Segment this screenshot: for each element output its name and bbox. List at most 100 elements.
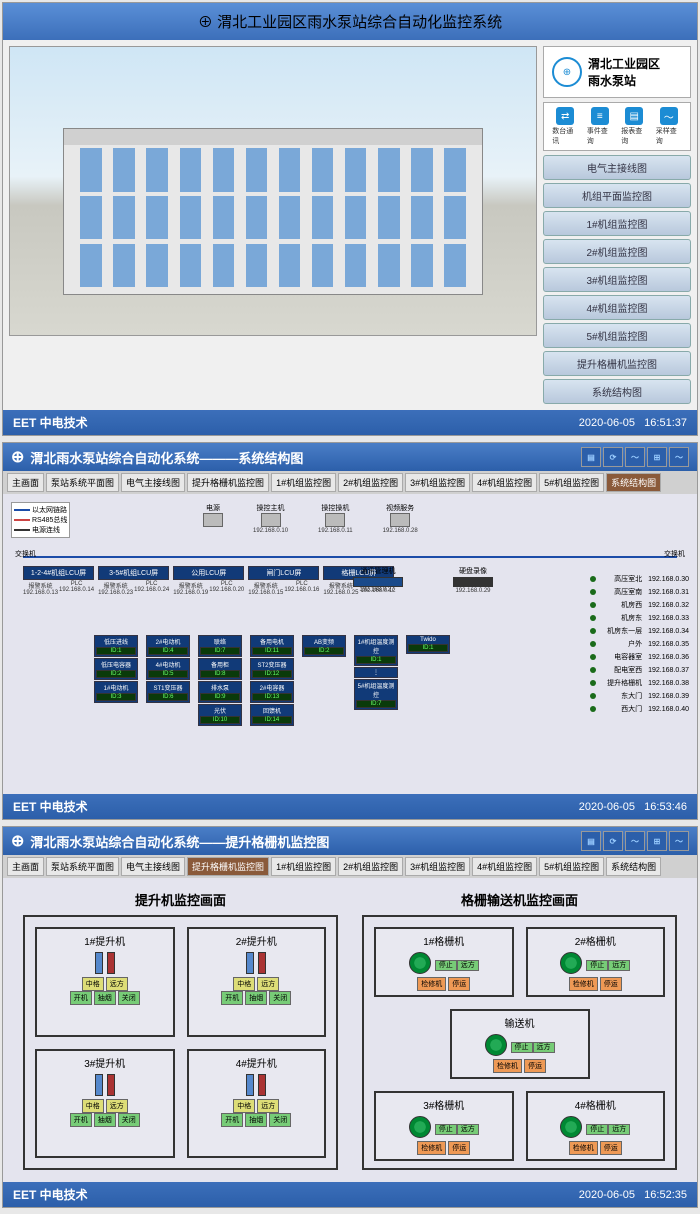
ctrl-button[interactable]: 关闭 xyxy=(118,1113,140,1127)
indicator-icon xyxy=(258,952,266,974)
ctrl-button[interactable]: 停止 xyxy=(511,1042,533,1053)
brand-text: EET 中电技术 xyxy=(13,1186,88,1203)
station-box: ⊕ 渭北工业园区 雨水泵站 xyxy=(543,46,691,98)
ctrl-button[interactable]: 抽烟 xyxy=(94,991,116,1005)
tab[interactable]: 5#机组监控图 xyxy=(539,473,604,492)
ctrl-button[interactable]: 检修机 xyxy=(569,1141,598,1155)
tab[interactable]: 3#机组监控图 xyxy=(405,473,470,492)
ctrl-button[interactable]: 停止 xyxy=(435,1124,457,1135)
ctrl-button[interactable]: 开机 xyxy=(70,1113,92,1127)
menu-button[interactable]: 机组平面监控图 xyxy=(543,183,691,208)
tab[interactable]: 2#机组监控图 xyxy=(338,857,403,876)
ctrl-button[interactable]: 停运 xyxy=(600,977,622,991)
tab[interactable]: 主画面 xyxy=(7,473,44,492)
tab[interactable]: 主画面 xyxy=(7,857,44,876)
ticon-4[interactable]: ⊞ xyxy=(647,831,667,851)
tab[interactable]: 电气主接线图 xyxy=(121,473,185,492)
sub-node: 1#电动机ID:3 xyxy=(94,681,138,703)
ctrl-button[interactable]: 检修机 xyxy=(417,1141,446,1155)
ctrl-button[interactable]: 开机 xyxy=(221,1113,243,1127)
legend-item: 以太网链路 xyxy=(14,505,67,515)
menu-button[interactable]: 4#机组监控图 xyxy=(543,295,691,320)
tab[interactable]: 1#机组监控图 xyxy=(271,473,336,492)
tab[interactable]: 4#机组监控图 xyxy=(472,857,537,876)
ctrl-button[interactable]: 关闭 xyxy=(269,991,291,1005)
quick-icon[interactable]: 〜采样查询 xyxy=(656,107,682,146)
sub-column: 2#电动机ID:44#电动机ID:5ST1变压器ID:6 xyxy=(145,634,191,704)
ticon-3[interactable]: 〜 xyxy=(625,831,645,851)
tab[interactable]: 泵站系统平面图 xyxy=(46,473,119,492)
tab[interactable]: 4#机组监控图 xyxy=(472,473,537,492)
lift-panel-group: 提升机监控画面 1#提升机 中格远方 开机抽烟关闭 2#提升机 中格远方 开机抽… xyxy=(23,890,338,1170)
ticon-5[interactable]: 〜 xyxy=(669,831,689,851)
ticon-3[interactable]: 〜 xyxy=(625,447,645,467)
camera-list: 高压室北192.168.0.30高压室南192.168.0.31机房西192.1… xyxy=(590,574,689,717)
ticon-2[interactable]: ⟳ xyxy=(603,831,623,851)
ctrl-button[interactable]: 远方 xyxy=(457,960,479,971)
ctrl-button[interactable]: 停止 xyxy=(586,1124,608,1135)
ctrl-button[interactable]: 远方 xyxy=(106,1099,128,1113)
ctrl-button[interactable]: 远方 xyxy=(533,1042,555,1053)
ctrl-button[interactable]: 中格 xyxy=(233,1099,255,1113)
sub-node: 备用电机ID:11 xyxy=(250,635,294,657)
camera-item: 户外192.168.0.35 xyxy=(590,639,689,649)
ctrl-button[interactable]: 停止 xyxy=(435,960,457,971)
menu-button[interactable]: 提升格栅机监控图 xyxy=(543,351,691,376)
tab[interactable]: 电气主接线图 xyxy=(121,857,185,876)
tab[interactable]: 1#机组监控图 xyxy=(271,857,336,876)
tab[interactable]: 提升格栅机监控图 xyxy=(187,857,269,876)
tab[interactable]: 泵站系统平面图 xyxy=(46,857,119,876)
ctrl-button[interactable]: 停止 xyxy=(586,960,608,971)
camera-item: 高压室南192.168.0.31 xyxy=(590,587,689,597)
station-icon: ⊕ xyxy=(552,57,582,87)
quick-icon[interactable]: ⇄数台通讯 xyxy=(552,107,578,146)
quick-icon[interactable]: ≡事件查询 xyxy=(587,107,613,146)
ctrl-button[interactable]: 抽烟 xyxy=(94,1113,116,1127)
ctrl-button[interactable]: 关闭 xyxy=(269,1113,291,1127)
tab[interactable]: 系统结构图 xyxy=(606,473,661,492)
ctrl-button[interactable]: 远方 xyxy=(608,1124,630,1135)
tab[interactable]: 2#机组监控图 xyxy=(338,473,403,492)
tab[interactable]: 5#机组监控图 xyxy=(539,857,604,876)
camera-item: 配电室西192.168.0.37 xyxy=(590,665,689,675)
main-body: ⊕ 渭北工业园区 雨水泵站 ⇄数台通讯 ≡事件查询 ▤报表查询〜采样查询 电气主接线… xyxy=(3,40,697,410)
ctrl-button[interactable]: 远方 xyxy=(257,977,279,991)
ctrl-button[interactable]: 检修机 xyxy=(493,1059,522,1073)
tab[interactable]: 系统结构图 xyxy=(606,857,661,876)
ctrl-button[interactable]: 中格 xyxy=(233,977,255,991)
ticon-1[interactable]: ▤ xyxy=(581,447,601,467)
menu-button[interactable]: 电气主接线图 xyxy=(543,155,691,180)
ctrl-button[interactable]: 停运 xyxy=(448,977,470,991)
ctrl-button[interactable]: 中格 xyxy=(82,977,104,991)
ctrl-button[interactable]: 远方 xyxy=(457,1124,479,1135)
ticon-4[interactable]: ⊞ xyxy=(647,447,667,467)
ctrl-button[interactable]: 开机 xyxy=(70,991,92,1005)
ctrl-button[interactable]: 远方 xyxy=(106,977,128,991)
ctrl-button[interactable]: 开机 xyxy=(221,991,243,1005)
menu-button[interactable]: 3#机组监控图 xyxy=(543,267,691,292)
menu-button[interactable]: 系统结构图 xyxy=(543,379,691,404)
sub-node: 备用柜ID:8 xyxy=(198,658,242,680)
tab[interactable]: 提升格栅机监控图 xyxy=(187,473,269,492)
ctrl-button[interactable]: 检修机 xyxy=(569,977,598,991)
ctrl-button[interactable]: 停运 xyxy=(524,1059,546,1073)
menu-button[interactable]: 5#机组监控图 xyxy=(543,323,691,348)
menu-button[interactable]: 1#机组监控图 xyxy=(543,211,691,236)
ctrl-button[interactable]: 关闭 xyxy=(118,991,140,1005)
ctrl-button[interactable]: 中格 xyxy=(82,1099,104,1113)
ticon-1[interactable]: ▤ xyxy=(581,831,601,851)
ctrl-button[interactable]: 远方 xyxy=(257,1099,279,1113)
ctrl-button[interactable]: 抽烟 xyxy=(245,1113,267,1127)
ctrl-button[interactable]: 停运 xyxy=(448,1141,470,1155)
ctrl-button[interactable]: 检修机 xyxy=(417,977,446,991)
structure-screen: ⊕ 渭北雨水泵站综合自动化系统———系统结构图 ▤ ⟳ 〜 ⊞ 〜 主画面泵站系… xyxy=(2,442,698,820)
ctrl-button[interactable]: 停运 xyxy=(600,1141,622,1155)
quick-icon[interactable]: ▤报表查询 xyxy=(621,107,647,146)
ticon-5[interactable]: 〜 xyxy=(669,447,689,467)
ctrl-button[interactable]: 抽烟 xyxy=(245,991,267,1005)
menu-button[interactable]: 2#机组监控图 xyxy=(543,239,691,264)
sub-node: 低压进线ID:1 xyxy=(94,635,138,657)
tab[interactable]: 3#机组监控图 xyxy=(405,857,470,876)
ticon-2[interactable]: ⟳ xyxy=(603,447,623,467)
ctrl-button[interactable]: 远方 xyxy=(608,960,630,971)
